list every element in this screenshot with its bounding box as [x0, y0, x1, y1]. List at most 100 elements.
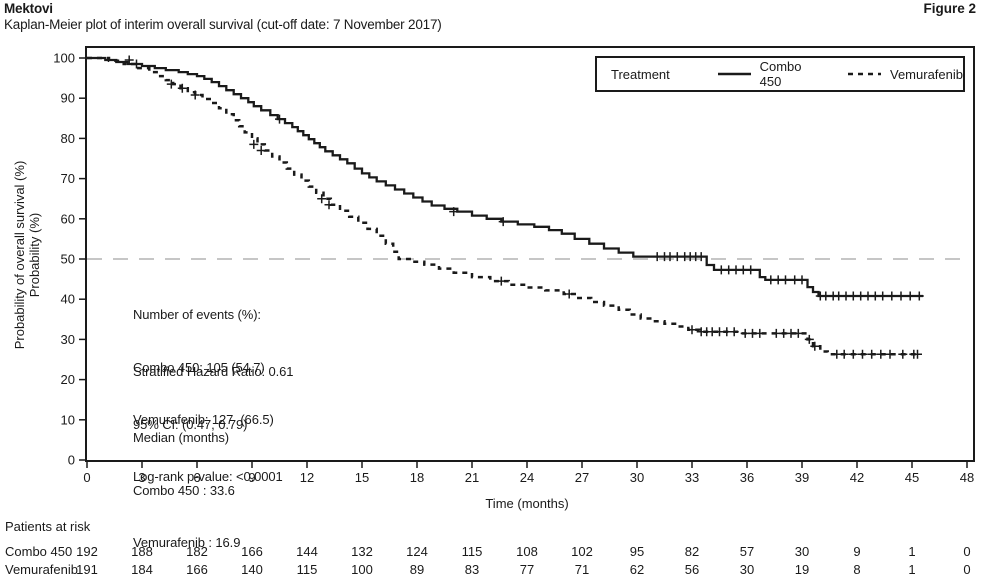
censor-mark-vemurafenib: [249, 139, 259, 149]
y-tick-label: 60: [61, 211, 75, 226]
risk-count: 166: [186, 562, 208, 577]
censor-mark-combo-450: [914, 291, 924, 301]
censor-mark-vemurafenib: [810, 341, 820, 351]
risk-count: 115: [461, 544, 483, 559]
risk-count: 62: [629, 562, 645, 577]
plot-border: [85, 46, 975, 462]
legend-dashed-line-icon: [848, 72, 881, 76]
censor-mark-vemurafenib: [804, 334, 814, 344]
risk-count: 166: [241, 544, 263, 559]
y-tick-label: 70: [61, 171, 75, 186]
legend-item-combo450: Combo 450: [759, 59, 802, 89]
censor-mark-vemurafenib: [256, 146, 266, 155]
events-annotation-line: Combo 450: 105 (54.7): [133, 359, 265, 375]
censor-mark-vemurafenib: [177, 83, 187, 93]
medians-annotation-line: Combo 450 : 33.6: [133, 482, 235, 498]
risk-count: 191: [76, 562, 98, 577]
y-tick-label: 40: [61, 292, 75, 307]
censor-mark-vemurafenib: [755, 328, 765, 338]
risk-count: 82: [684, 544, 700, 559]
censor-mark-vemurafenib: [898, 349, 908, 359]
censor-mark-vemurafenib: [190, 90, 200, 100]
risk-count: 188: [131, 544, 153, 559]
risk-count: 1: [908, 544, 916, 559]
risk-row-label-combo450: Combo 450: [5, 544, 73, 559]
x-tick-label: 18: [410, 470, 424, 485]
censor-mark-vemurafenib: [324, 200, 334, 210]
x-tick-label: 33: [685, 470, 699, 485]
x-tick-label: 39: [795, 470, 809, 485]
stats-annotation-line: Log-rank p-value: <0.0001: [133, 469, 283, 484]
censor-mark-combo-450: [275, 114, 284, 124]
censor-mark-combo-450: [781, 275, 790, 285]
legend-solid-line-icon: [717, 72, 751, 76]
censor-mark-vemurafenib: [793, 328, 803, 338]
stats-annotation: Stratified Hazard Ratio: 0.61 95% CI: (0…: [133, 328, 294, 521]
risk-count: 124: [406, 544, 428, 559]
events-annotation: Number of events (%): Combo 450: 105 (54…: [133, 271, 274, 464]
medians-annotation: Median (months) Combo 450 : 33.6 Vemuraf…: [133, 394, 240, 578]
censor-mark-combo-450: [896, 291, 906, 301]
x-tick-label: 36: [740, 470, 754, 485]
risk-count: 30: [739, 562, 755, 577]
y-tick-label: 100: [53, 51, 75, 66]
risk-count: 19: [794, 562, 810, 577]
censor-mark-combo-450: [124, 55, 134, 65]
risk-count: 71: [574, 562, 590, 577]
x-tick-label: 3: [138, 470, 145, 485]
x-tick-label: 6: [193, 470, 200, 485]
events-annotation-line: Vemurafenib: 127 (66.5): [133, 412, 274, 427]
y-tick-label: 20: [61, 372, 75, 387]
censor-mark-vemurafenib: [913, 349, 922, 359]
censor-mark-vemurafenib: [166, 79, 176, 89]
censor-mark-vemurafenib: [729, 327, 739, 337]
y-tick-label: 0: [68, 453, 75, 468]
x-tick-label: 27: [575, 470, 589, 485]
x-tick-label: 12: [300, 470, 314, 485]
risk-row-label-vemurafenib: Vemurafenib: [5, 562, 78, 577]
x-tick-label: 21: [465, 470, 479, 485]
legend-item-vemurafenib: Vemurafenib: [890, 66, 963, 82]
censor-mark-combo-450: [797, 275, 807, 285]
censor-mark-vemurafenib: [885, 349, 895, 359]
risk-count: 0: [963, 562, 971, 577]
y-tick-label: 10: [61, 412, 75, 427]
risk-count: 192: [76, 544, 98, 559]
risk-table-title: Patients at risk: [5, 519, 91, 534]
censor-mark-vemurafenib: [317, 194, 327, 204]
y-tick-label: 80: [61, 131, 75, 146]
risk-count: 83: [464, 562, 480, 577]
y-tick-label: 30: [61, 332, 75, 347]
censor-mark-vemurafenib: [687, 325, 697, 335]
censor-mark-vemurafenib: [876, 349, 886, 359]
x-tick-label: 24: [520, 470, 534, 485]
x-tick-label: 42: [850, 470, 864, 485]
censor-mark-vemurafenib: [564, 289, 574, 299]
stats-annotation-line: 95% CI: (0.47, 0.79): [133, 416, 248, 432]
censor-mark-vemurafenib: [848, 349, 858, 359]
x-tick-label: 15: [355, 470, 369, 485]
x-tick-label: 9: [248, 470, 255, 485]
risk-count: 9: [853, 544, 861, 559]
x-tick-label: 45: [905, 470, 919, 485]
censor-mark-combo-450: [696, 252, 706, 262]
risk-count: 89: [409, 562, 425, 577]
events-annotation-line: Number of events (%):: [133, 307, 261, 322]
risk-count: 0: [963, 544, 971, 559]
y-tick-label: 90: [61, 91, 75, 106]
censor-mark-vemurafenib: [867, 349, 877, 359]
risk-count: 95: [629, 544, 645, 559]
x-tick-label: 30: [630, 470, 644, 485]
medians-annotation-line: Vemurafenib : 16.9: [133, 535, 241, 550]
risk-count: 30: [794, 544, 810, 559]
figure-label: Figure 2: [923, 1, 976, 16]
risk-count: 182: [186, 544, 208, 559]
risk-count: 1: [908, 562, 916, 577]
censor-mark-combo-450: [498, 217, 508, 227]
risk-count: 77: [519, 562, 535, 577]
risk-count: 102: [571, 544, 593, 559]
x-tick-label: 0: [83, 470, 90, 485]
censor-mark-vemurafenib: [496, 276, 506, 286]
